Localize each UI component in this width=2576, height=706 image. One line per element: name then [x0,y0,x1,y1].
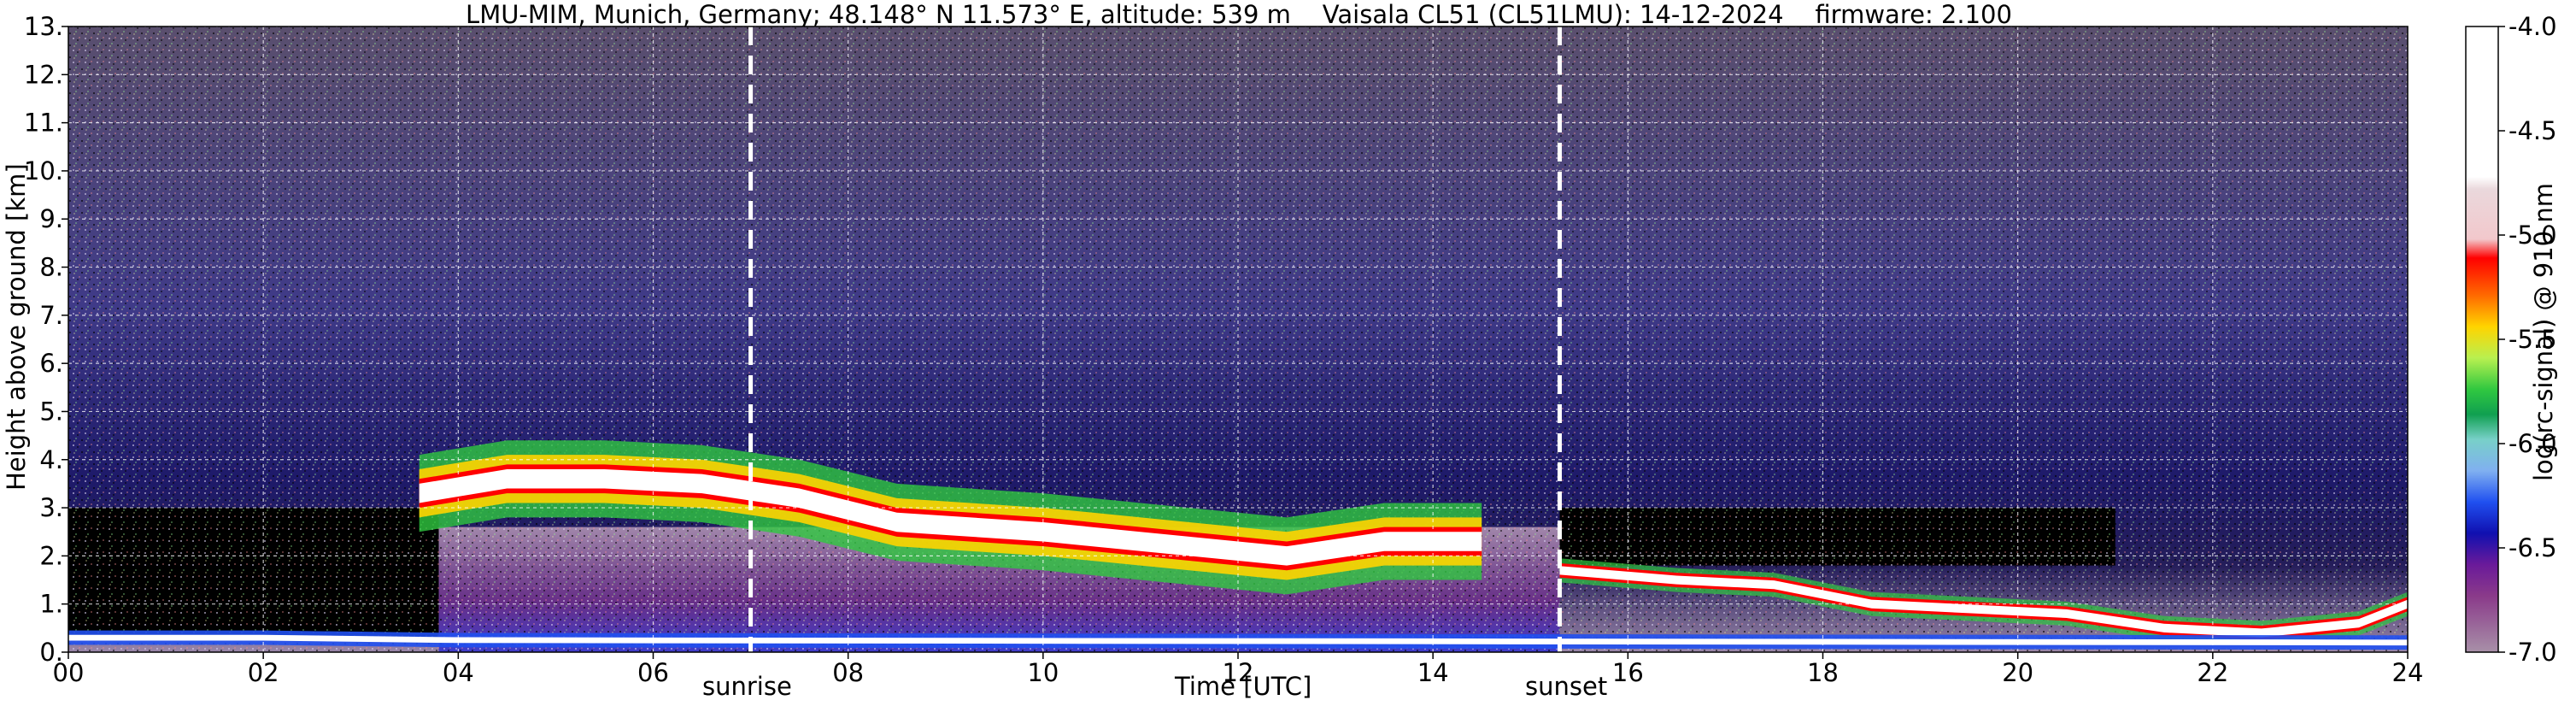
y-tick-label: 7. [39,301,63,330]
x-tick-label: 08 [832,658,864,687]
colorbar-tick-label: -4.5 [2509,116,2557,145]
x-tick-label: 12 [1223,658,1254,687]
colorbar-tick-label: -7.0 [2509,638,2557,667]
y-tick-label: 8. [39,253,63,282]
y-tick-label: 10. [24,156,63,185]
y-tick-label: 12. [24,60,63,89]
colorbar-tick-label: -4.0 [2509,12,2557,41]
cloud-layer-0-band-3 [419,469,1482,566]
y-tick-label: 3. [39,493,63,522]
sunrise-label: sunrise [702,672,792,701]
y-tick-label: 6. [39,349,63,378]
x-tick-label: 20 [2002,658,2033,687]
y-tick-label: 0. [39,638,63,667]
x-tick-label: 24 [2392,658,2424,687]
x-tick-label: 00 [53,658,85,687]
x-tick-label: 22 [2197,658,2228,687]
cloud-layer-1-band-2 [1559,566,2408,638]
x-axis-label: Time [UTC] [1175,672,1312,701]
y-tick-label: 2. [39,541,63,570]
colorbar-tick-label: -6.5 [2509,533,2557,562]
colorbar-tick-label: -5.0 [2509,221,2557,250]
x-tick-label: 04 [443,658,474,687]
x-tick-label: 02 [248,658,279,687]
x-tick-label: 06 [637,658,669,687]
y-tick-label: 13. [24,12,63,41]
y-tick-label: 9. [39,204,63,233]
sunset-label: sunset [1525,672,1608,701]
x-tick-label: 16 [1612,658,1644,687]
x-tick-label: 14 [1417,658,1449,687]
y-tick-label: 4. [39,445,63,474]
colorbar-tick-label: -6.0 [2509,429,2557,458]
y-tick-label: 1. [39,590,63,619]
y-tick-label: 5. [39,397,63,426]
x-tick-label: 10 [1027,658,1059,687]
colorbar-bar [2465,26,2499,653]
x-tick-label: 18 [1807,658,1839,687]
colorbar-tick-label: -5.5 [2509,325,2557,354]
chart-title: LMU-MIM, Munich, Germany; 48.148° N 11.5… [466,0,2012,29]
y-tick-label: 11. [24,109,63,138]
